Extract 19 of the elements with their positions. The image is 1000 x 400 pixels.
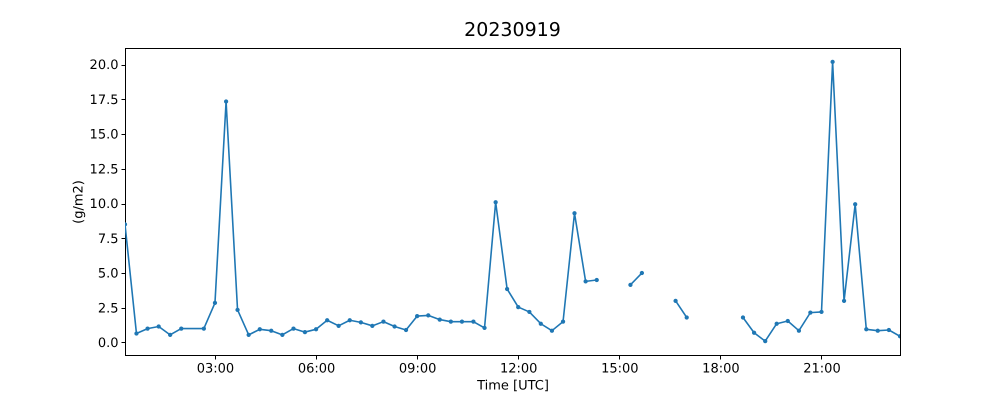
- chart-title: 20230919: [464, 19, 561, 41]
- x-axis-title: Time [UTC]: [476, 378, 549, 394]
- x-tick-label: 06:00: [298, 362, 336, 376]
- y-tick-label: 2.5: [98, 301, 118, 316]
- x-tick-label: 09:00: [398, 362, 436, 376]
- x-tick-label: 12:00: [500, 362, 538, 376]
- y-tick-label: 0.0: [98, 336, 118, 351]
- y-tick-label: 5.0: [98, 266, 118, 282]
- x-tick-label: 21:00: [803, 362, 841, 376]
- y-tick-label: 17.5: [90, 92, 118, 108]
- y-axis-title: (g/m2): [72, 180, 87, 224]
- x-tick-label: 03:00: [196, 362, 234, 376]
- y-tick-label: 10.0: [90, 197, 118, 212]
- y-tick-label: 7.5: [98, 232, 118, 247]
- y-tick-label: 12.5: [90, 162, 118, 178]
- x-tick-label: 18:00: [702, 362, 740, 376]
- y-tick-label: 15.0: [90, 128, 118, 143]
- y-tick-label: 20.0: [90, 58, 118, 74]
- x-tick-label: 15:00: [601, 362, 639, 376]
